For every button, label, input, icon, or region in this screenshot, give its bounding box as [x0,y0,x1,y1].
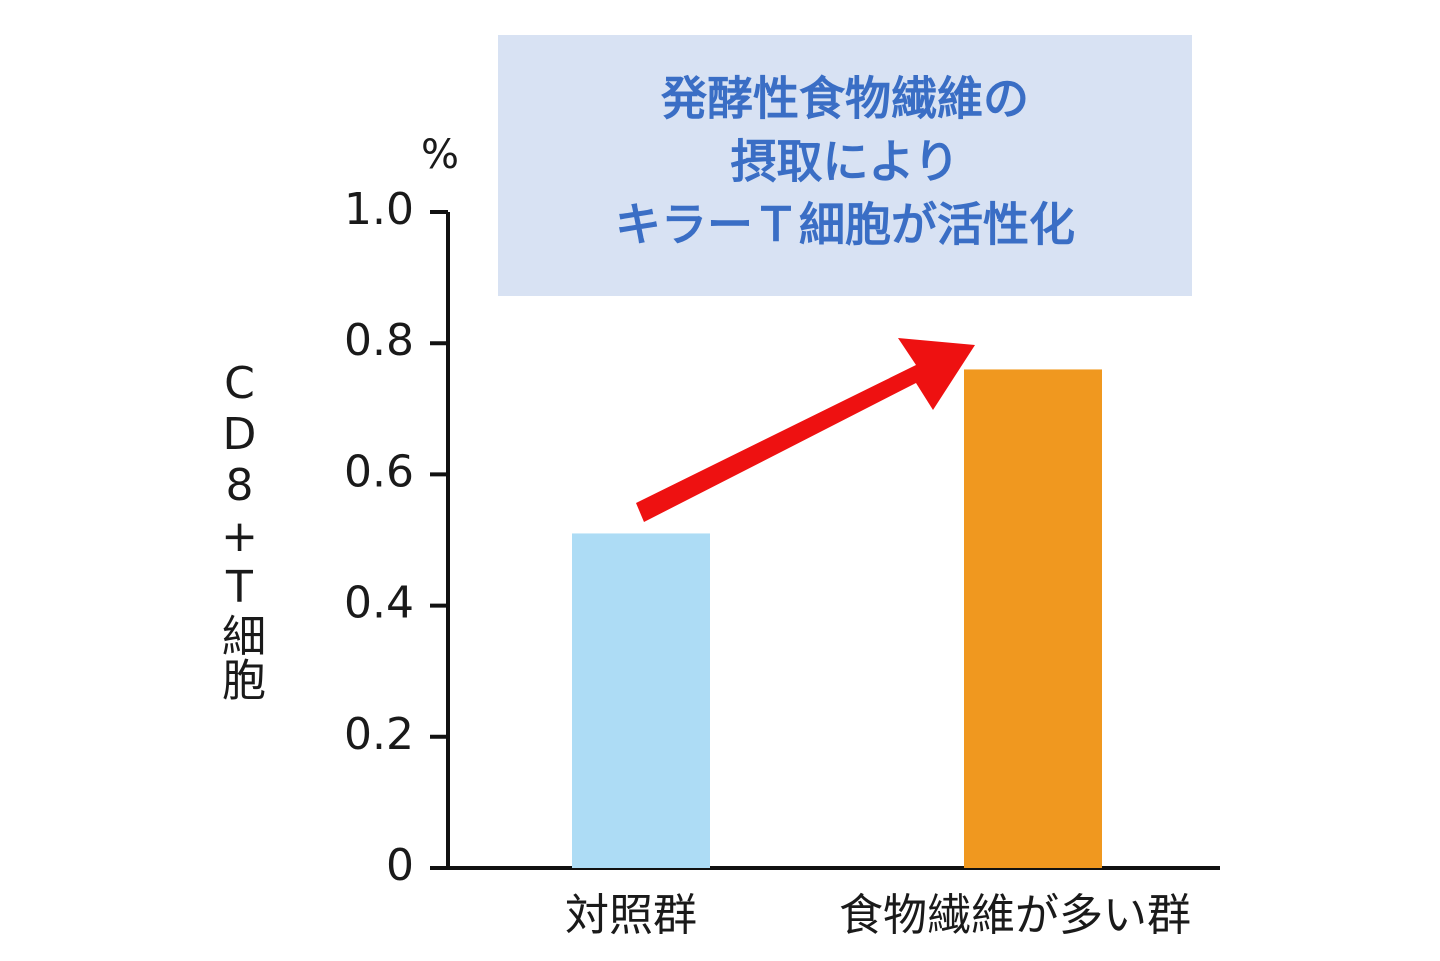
y-tick-label: 0.4 [344,578,414,629]
y-tick-label: 0.8 [344,315,414,366]
y-unit: % [421,132,459,178]
y-tick-label: 1.0 [344,184,414,235]
x-tick-label: 対照群 [565,890,697,941]
annotation: 摂取により [730,135,959,189]
bar [964,369,1102,868]
y-axis-label: CD8+T細胞 [214,358,265,701]
x-tick-label: 食物繊維が多い群 [839,890,1191,941]
annotation-box [498,35,1192,296]
bar [572,533,710,868]
y-tick-label: 0.6 [344,446,414,497]
arrow [636,338,975,522]
y-tick-label: 0 [386,840,414,891]
annotation: キラーＴ細胞が活性化 [615,198,1075,252]
annotation: 発酵性食物繊維の [661,72,1029,126]
y-tick-label: 0.2 [344,709,414,760]
